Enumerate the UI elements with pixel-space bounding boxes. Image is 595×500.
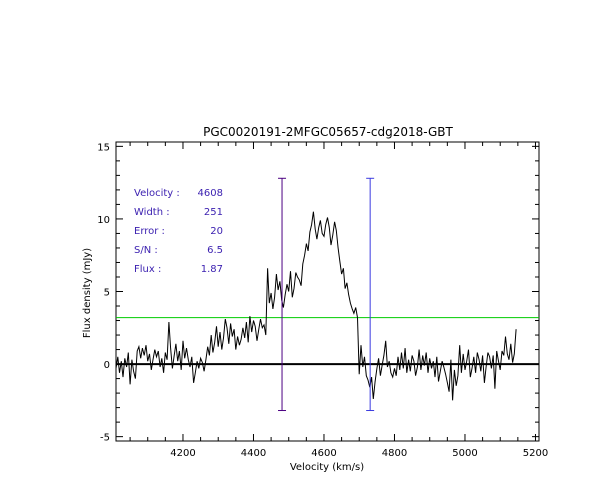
data-layer <box>115 211 539 401</box>
y-tick-label: 0 <box>104 360 110 371</box>
x-tick-label: 5200 <box>523 448 548 459</box>
y-tick-label: 15 <box>97 142 110 153</box>
x-tick-label: 5000 <box>452 448 477 459</box>
y-tick-label: 10 <box>97 215 110 226</box>
y-axis-label: Flux density (mJy) <box>82 248 93 338</box>
measurement-info: Velocity : 4608 Width : 251 Error : 20 S/N : 6.… <box>134 188 223 275</box>
info-label: Flux : <box>134 264 161 275</box>
velocity-markers <box>278 177 375 412</box>
info-label: Error : <box>134 226 165 237</box>
plot-frame <box>115 141 540 442</box>
info-label: Velocity : <box>134 188 180 199</box>
info-value: 251 <box>204 207 223 218</box>
x-tick-label: 4800 <box>382 448 407 459</box>
y-tick-label: 5 <box>104 288 110 299</box>
x-tick-labels: 4200 4400 4600 4800 5000 5200 <box>170 448 548 459</box>
info-value: 20 <box>210 226 223 237</box>
info-label: S/N : <box>134 245 158 256</box>
y-tick-labels: -5 0 5 10 15 <box>97 142 110 443</box>
info-value: 1.87 <box>201 264 223 275</box>
axis-ticks <box>116 142 539 441</box>
spectrum-line <box>115 211 517 401</box>
info-value: 6.5 <box>207 245 223 256</box>
chart-title: PGC0020191-2MFGC05657-cdg2018-GBT <box>203 125 453 139</box>
x-tick-label: 4200 <box>170 448 195 459</box>
x-tick-label: 4400 <box>241 448 266 459</box>
y-tick-label: -5 <box>100 433 110 444</box>
info-value: 4608 <box>198 188 223 199</box>
x-axis-label: Velocity (km/s) <box>290 462 364 473</box>
x-tick-label: 4600 <box>311 448 336 459</box>
info-label: Width : <box>134 207 170 218</box>
